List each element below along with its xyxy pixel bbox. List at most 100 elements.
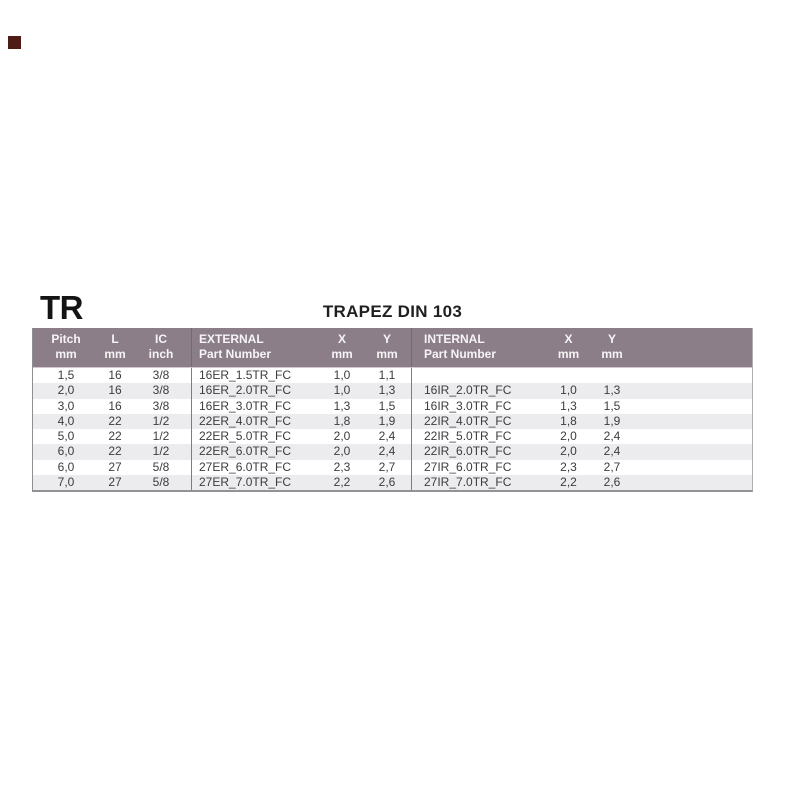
cell-l: 27 — [108, 459, 122, 474]
column-header-ic: IC inch — [131, 328, 191, 367]
cell-x-external: 1,0 — [333, 383, 351, 398]
cell-ic: 5/8 — [152, 459, 170, 474]
column-header-filler — [633, 328, 752, 367]
cell-pitch: 4,0 — [57, 413, 75, 428]
cell-filler — [633, 399, 752, 414]
table-row: 6,0 22 1/2 22ER_6.0TR_FC 2,0 2,4 22IR_6.… — [33, 444, 752, 460]
cell-external-part: 16ER_3.0TR_FC — [191, 398, 321, 414]
column-unit: Part Number — [199, 347, 272, 361]
cell-x-external: 1,8 — [333, 413, 351, 428]
cell-y-external: 2,6 — [378, 474, 396, 489]
cell-y-internal: 1,3 — [603, 383, 621, 398]
cell-y-internal: 2,6 — [603, 474, 621, 489]
cell-x-internal: 2,0 — [560, 444, 577, 459]
cell-filler — [633, 368, 752, 383]
cell-x-external: 2,0 — [333, 444, 351, 459]
cell-filler — [633, 444, 752, 459]
column-label: Y — [382, 332, 391, 346]
cell-l: 22 — [108, 444, 122, 459]
cell-x-internal — [546, 368, 591, 383]
table-row: 4,0 22 1/2 22ER_4.0TR_FC 1,8 1,9 22IR_4.… — [33, 413, 752, 429]
cell-ic: 3/8 — [152, 398, 170, 413]
column-label: X — [337, 332, 346, 346]
cell-ic: 3/8 — [152, 368, 170, 382]
column-unit: mm — [601, 347, 623, 361]
cell-filler — [633, 475, 752, 490]
cell-pitch: 6,0 — [57, 459, 75, 474]
cell-filler — [633, 429, 752, 444]
cell-filler — [633, 414, 752, 429]
cell-x-external: 1,3 — [333, 398, 351, 413]
cell-internal-part: 22IR_6.0TR_FC — [411, 444, 546, 460]
cell-filler — [633, 383, 752, 398]
column-unit: inch — [148, 347, 174, 361]
column-header-pitch: Pitch mm — [33, 328, 99, 367]
cell-y-internal — [591, 368, 633, 383]
column-unit: Part Number — [424, 347, 497, 361]
column-header-external: EXTERNAL Part Number — [191, 328, 321, 367]
cell-internal-part: 16IR_2.0TR_FC — [411, 383, 546, 399]
cell-y-external: 1,3 — [378, 383, 396, 398]
cell-external-part: 22ER_5.0TR_FC — [191, 429, 321, 445]
cell-pitch: 7,0 — [57, 474, 75, 489]
table-row: 2,0 16 3/8 16ER_2.0TR_FC 1,0 1,3 16IR_2.… — [33, 383, 752, 399]
column-label: INTERNAL — [424, 332, 485, 346]
cell-external-part: 22ER_4.0TR_FC — [191, 413, 321, 429]
table-body: 1,5 16 3/8 16ER_1.5TR_FC 1,0 1,1 2,0 16 … — [33, 368, 752, 490]
cell-y-internal: 2,4 — [603, 429, 621, 443]
column-unit: mm — [104, 347, 126, 361]
table-row: 6,0 27 5/8 27ER_6.0TR_FC 2,3 2,7 27IR_6.… — [33, 459, 752, 475]
cell-y-external: 1,9 — [378, 413, 396, 428]
table-row: 3,0 16 3/8 16ER_3.0TR_FC 1,3 1,5 16IR_3.… — [33, 398, 752, 414]
column-unit: mm — [376, 347, 398, 361]
cell-internal-part: 16IR_3.0TR_FC — [411, 398, 546, 414]
page-title: TR — [40, 289, 84, 326]
cell-external-part: 27ER_7.0TR_FC — [191, 474, 321, 490]
page-subtitle: TRAPEZ DIN 103 — [322, 302, 463, 321]
cell-external-part: 16ER_2.0TR_FC — [191, 383, 321, 399]
cell-pitch: 5,0 — [57, 429, 75, 443]
column-label: L — [111, 332, 119, 346]
cell-ic: 1/2 — [152, 429, 170, 443]
cell-ic: 5/8 — [152, 474, 170, 489]
cell-ic: 1/2 — [152, 444, 170, 459]
cell-pitch: 1,5 — [57, 368, 75, 382]
cell-l: 22 — [108, 429, 122, 443]
cell-x-internal: 2,0 — [560, 429, 577, 443]
column-label: IC — [155, 332, 167, 346]
column-label: Pitch — [51, 332, 81, 346]
cell-pitch: 6,0 — [57, 444, 75, 459]
cell-l: 16 — [108, 368, 122, 382]
cell-external-part: 27ER_6.0TR_FC — [191, 459, 321, 475]
cell-external-part: 22ER_6.0TR_FC — [191, 444, 321, 460]
cell-x-external: 2,0 — [333, 429, 351, 443]
column-unit: mm — [55, 347, 77, 361]
cell-y-internal: 1,5 — [603, 398, 621, 413]
cell-x-external: 2,2 — [333, 474, 351, 489]
cell-internal-part: 22IR_5.0TR_FC — [411, 429, 546, 445]
cell-filler — [633, 460, 752, 475]
cell-l: 16 — [108, 383, 122, 398]
column-unit: mm — [331, 347, 353, 361]
column-label: X — [564, 332, 573, 346]
cell-y-internal: 1,9 — [603, 413, 621, 428]
cell-y-internal: 2,7 — [603, 459, 621, 474]
column-label: Y — [607, 332, 616, 346]
cell-l: 16 — [108, 398, 122, 413]
cell-l: 27 — [108, 474, 122, 489]
cell-x-internal: 2,3 — [560, 459, 577, 474]
cell-internal-part: 22IR_4.0TR_FC — [411, 413, 546, 429]
cell-external-part: 16ER_1.5TR_FC — [191, 368, 321, 384]
cell-x-internal: 1,0 — [560, 383, 577, 398]
cell-internal-part: 27IR_7.0TR_FC — [411, 474, 546, 490]
cell-ic: 3/8 — [152, 383, 170, 398]
cell-y-internal: 2,4 — [603, 444, 621, 459]
cell-y-external: 2,4 — [378, 444, 396, 459]
table-row: 7,0 27 5/8 27ER_7.0TR_FC 2,2 2,6 27IR_7.… — [33, 474, 752, 490]
